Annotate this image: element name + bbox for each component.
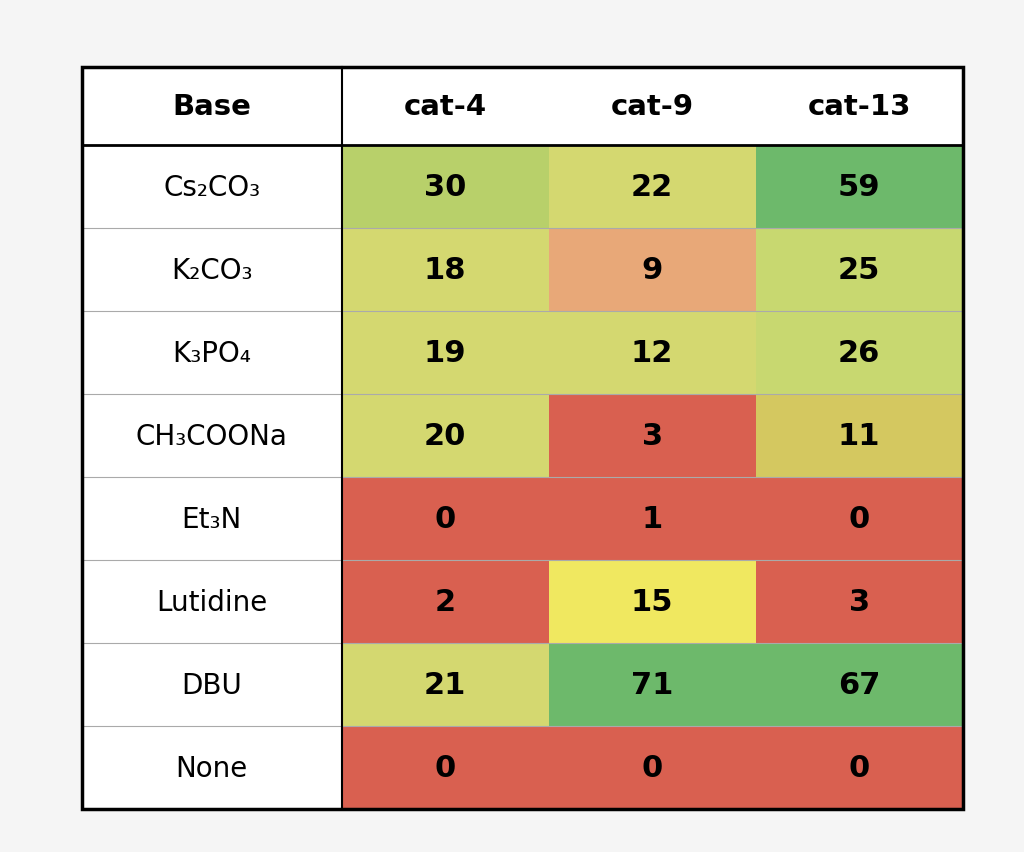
Bar xyxy=(342,478,549,561)
Bar xyxy=(549,727,756,809)
Text: 11: 11 xyxy=(838,422,881,451)
Text: Lutidine: Lutidine xyxy=(157,588,267,616)
Bar xyxy=(342,146,549,229)
Text: 59: 59 xyxy=(838,173,881,202)
Text: cat-4: cat-4 xyxy=(403,93,486,121)
Bar xyxy=(82,312,342,394)
Bar xyxy=(756,561,963,643)
Bar xyxy=(756,146,963,229)
Bar xyxy=(549,146,756,229)
Bar xyxy=(82,68,963,809)
Bar xyxy=(549,643,756,727)
Text: cat-9: cat-9 xyxy=(610,93,693,121)
Text: 0: 0 xyxy=(849,504,869,533)
Bar xyxy=(549,561,756,643)
Bar xyxy=(82,68,963,809)
Bar xyxy=(342,312,549,394)
Text: Cs₂CO₃: Cs₂CO₃ xyxy=(163,174,260,201)
Bar xyxy=(756,312,963,394)
Text: CH₃COONa: CH₃COONa xyxy=(136,423,288,450)
Text: 19: 19 xyxy=(424,339,467,368)
Bar xyxy=(82,727,342,809)
Bar xyxy=(82,68,963,146)
Text: 30: 30 xyxy=(424,173,466,202)
Text: 2: 2 xyxy=(434,588,456,617)
Text: 0: 0 xyxy=(434,504,456,533)
Bar xyxy=(756,394,963,478)
Bar xyxy=(342,727,549,809)
Bar xyxy=(549,229,756,312)
Bar xyxy=(82,146,342,229)
Bar xyxy=(82,643,342,727)
Bar xyxy=(82,478,342,561)
Text: 0: 0 xyxy=(641,753,663,782)
Text: 0: 0 xyxy=(849,753,869,782)
Text: K₂CO₃: K₂CO₃ xyxy=(171,256,253,285)
Text: Et₃N: Et₃N xyxy=(181,505,242,533)
Bar xyxy=(756,727,963,809)
Text: 26: 26 xyxy=(838,339,881,368)
Text: 3: 3 xyxy=(642,422,663,451)
Text: 21: 21 xyxy=(424,671,466,699)
Text: 9: 9 xyxy=(641,256,663,285)
Text: 12: 12 xyxy=(631,339,674,368)
Bar xyxy=(549,312,756,394)
Text: 25: 25 xyxy=(838,256,881,285)
Bar xyxy=(82,229,342,312)
Text: 0: 0 xyxy=(434,753,456,782)
Text: K₃PO₄: K₃PO₄ xyxy=(172,339,251,367)
Bar xyxy=(342,394,549,478)
Text: 67: 67 xyxy=(838,671,881,699)
Bar xyxy=(342,229,549,312)
Bar xyxy=(756,229,963,312)
Text: Base: Base xyxy=(172,93,251,121)
Bar xyxy=(549,478,756,561)
Bar xyxy=(756,643,963,727)
Text: 18: 18 xyxy=(424,256,467,285)
Bar xyxy=(82,561,342,643)
Text: cat-13: cat-13 xyxy=(807,93,910,121)
Text: 3: 3 xyxy=(849,588,869,617)
Text: 71: 71 xyxy=(631,671,674,699)
Text: 15: 15 xyxy=(631,588,674,617)
Text: 1: 1 xyxy=(641,504,663,533)
Text: DBU: DBU xyxy=(181,671,243,699)
Bar xyxy=(82,68,963,809)
Bar xyxy=(342,561,549,643)
Bar xyxy=(549,394,756,478)
Bar xyxy=(82,394,342,478)
Bar xyxy=(342,643,549,727)
Text: 20: 20 xyxy=(424,422,466,451)
Bar xyxy=(756,478,963,561)
Text: 22: 22 xyxy=(631,173,673,202)
Text: None: None xyxy=(176,754,248,782)
